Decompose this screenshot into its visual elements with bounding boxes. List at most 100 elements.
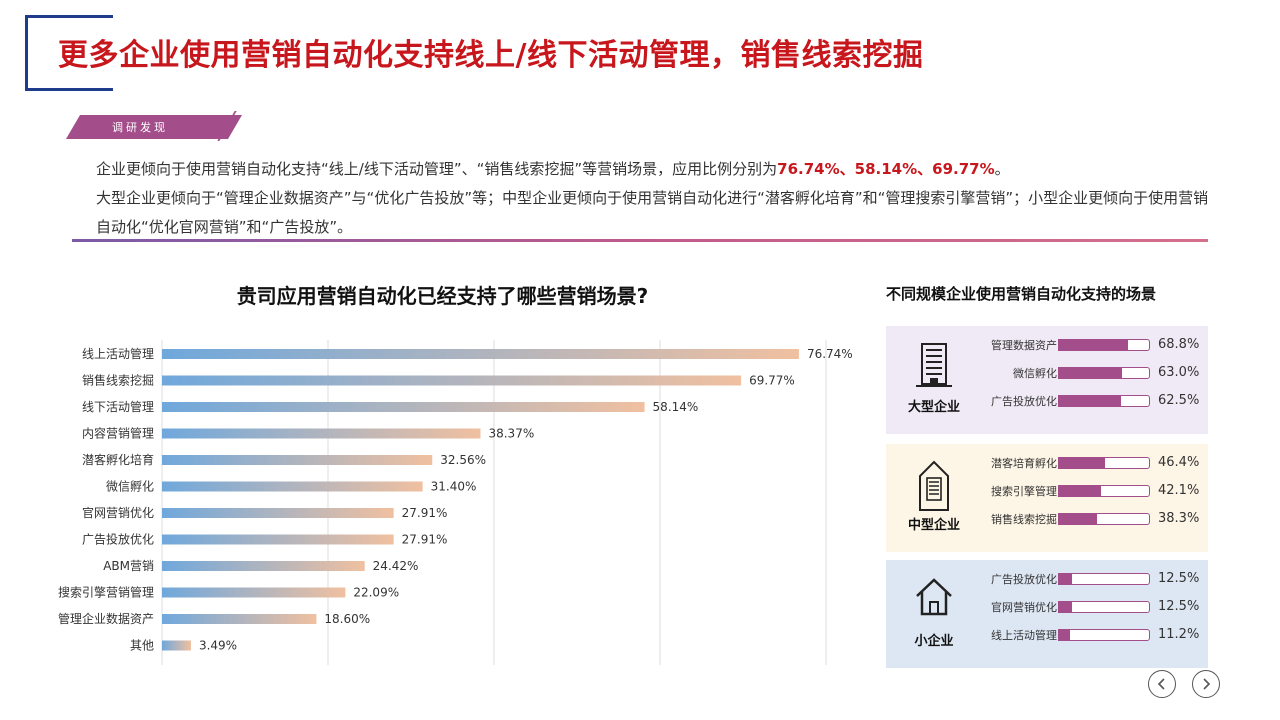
panel-row-track xyxy=(1058,395,1150,407)
category-label: 广告投放优化 xyxy=(82,532,154,547)
finding-pct-1: 76.74% xyxy=(777,160,840,178)
panel-row-label: 销售线索挖掘 xyxy=(991,513,1057,526)
panel-title: 不同规模企业使用营销自动化支持的场景 xyxy=(886,285,1157,303)
chevron-right-icon xyxy=(1203,678,1211,690)
data-label: 38.37% xyxy=(488,427,534,441)
panel-row-value: 63.0% xyxy=(1158,365,1200,380)
panel-row-value: 42.1% xyxy=(1158,483,1200,498)
page-title: 更多企业使用营销自动化支持线上/线下活动管理，销售线索挖掘 xyxy=(58,38,924,73)
finding-1-end: 。 xyxy=(994,160,1010,178)
panel-row-bar xyxy=(1059,340,1128,350)
panel-group-label: 大型企业 xyxy=(907,400,960,415)
panel-row: 官网营销优化 12.5% xyxy=(982,598,1202,616)
data-label: 76.74% xyxy=(807,347,853,361)
data-label: 24.42% xyxy=(373,559,419,573)
category-label: 销售线索挖掘 xyxy=(82,373,154,388)
tag-background xyxy=(66,115,242,139)
panel-row-bar xyxy=(1059,486,1102,496)
data-label: 27.91% xyxy=(402,506,448,520)
panel-row-label: 潜客培育孵化 xyxy=(991,457,1057,470)
panel-row: 潜客培育孵化 46.4% xyxy=(982,454,1202,472)
data-label: 18.60% xyxy=(324,612,370,626)
data-label: 69.77% xyxy=(749,374,795,388)
category-label: 潜客孵化培育 xyxy=(82,452,154,467)
panel-row-label: 微信孵化 xyxy=(1013,367,1057,380)
chart-title: 贵司应用营销自动化已经支持了哪些营销场景? xyxy=(236,284,649,308)
panel-row: 广告投放优化 62.5% xyxy=(982,392,1202,410)
bar xyxy=(162,455,433,465)
panel-group-label: 中型企业 xyxy=(907,518,960,533)
panel-row-track xyxy=(1058,367,1150,379)
data-label: 31.40% xyxy=(431,480,477,494)
bar xyxy=(162,587,346,598)
panel-row-bar xyxy=(1059,514,1098,524)
panel-row-bar xyxy=(1059,458,1106,468)
scenario-bar-chart: 线上活动管理 76.74% 销售线索挖掘 69.77% 线下活动管理 58.14% 内容营销… xyxy=(58,340,853,665)
finding-sep-1: 、 xyxy=(839,160,855,178)
panel-row-track xyxy=(1058,485,1150,497)
bar xyxy=(162,640,191,651)
panel-row-bar xyxy=(1059,630,1071,640)
category-label: 微信孵化 xyxy=(106,480,154,494)
panel-row-value: 12.5% xyxy=(1158,599,1200,614)
panel-row-label: 官网营销优化 xyxy=(991,601,1057,614)
panel-row-track xyxy=(1058,339,1150,351)
data-label: 32.56% xyxy=(440,453,486,467)
finding-pct-2: 58.14% xyxy=(854,160,918,178)
panel-building: 大型企业 管理数据资产 68.8% 微信孵化 63.0% 广告投放优化 62.5% xyxy=(886,326,1208,434)
bar xyxy=(162,402,645,412)
panel-row-bar xyxy=(1059,602,1072,612)
house-icon xyxy=(914,576,954,622)
bar xyxy=(162,561,365,571)
panel-row-label: 管理数据资产 xyxy=(991,339,1057,352)
panel-row-track xyxy=(1058,601,1150,613)
finding-line-2: 大型企业更倾向于“管理企业数据资产”与“优化广告投放”等；中型企业更倾向于使用营… xyxy=(96,189,1209,236)
bar xyxy=(162,534,394,545)
category-label: 线下活动管理 xyxy=(82,399,154,414)
bar xyxy=(162,508,394,518)
tag-label: 调研发现 xyxy=(112,121,168,134)
bar xyxy=(162,375,742,386)
panel-row-value: 68.8% xyxy=(1158,337,1200,352)
finding-sep-2: 、 xyxy=(917,160,933,178)
bar xyxy=(162,481,423,492)
finding-pct-3: 69.77% xyxy=(932,160,995,178)
category-label: 其他 xyxy=(130,639,154,653)
next-page-button[interactable] xyxy=(1192,670,1220,698)
panel-row-track xyxy=(1058,457,1150,469)
panel-row-label: 线上活动管理 xyxy=(991,629,1057,642)
panel-row-track xyxy=(1058,513,1150,525)
panel-row-value: 46.4% xyxy=(1158,455,1200,470)
panel-row-value: 11.2% xyxy=(1158,627,1200,642)
panel-row-value: 38.3% xyxy=(1158,511,1200,526)
panel-row: 微信孵化 63.0% xyxy=(982,364,1202,382)
bar xyxy=(162,428,481,439)
category-label: 搜索引擎营销管理 xyxy=(58,585,154,600)
data-label: 22.09% xyxy=(353,586,399,600)
finding-1-text: 企业更倾向于使用营销自动化支持“线上/线下活动管理”、“销售线索挖掘”等营销场景… xyxy=(96,160,778,178)
panel-row: 管理数据资产 68.8% xyxy=(982,336,1202,354)
data-label: 58.14% xyxy=(653,400,699,414)
category-label: 内容营销管理 xyxy=(82,426,154,441)
panel-row-label: 广告投放优化 xyxy=(991,573,1057,586)
panel-row: 搜索引擎管理 42.1% xyxy=(982,482,1202,500)
panel-row-label: 广告投放优化 xyxy=(991,395,1057,408)
panel-row-bar xyxy=(1059,574,1072,584)
panel-house: 小企业 广告投放优化 12.5% 官网营销优化 12.5% 线上活动管理 11.2% xyxy=(886,560,1208,668)
category-label: 线上活动管理 xyxy=(82,346,154,361)
chevron-left-icon xyxy=(1157,678,1165,690)
panel-row: 广告投放优化 12.5% xyxy=(982,570,1202,588)
tower-icon xyxy=(914,460,954,511)
panel-row-track xyxy=(1058,629,1150,641)
section-divider xyxy=(72,239,1208,242)
panel-row-label: 搜索引擎管理 xyxy=(991,485,1057,498)
category-label: 管理企业数据资产 xyxy=(58,611,154,626)
panel-row-bar xyxy=(1059,368,1122,378)
data-label: 3.49% xyxy=(199,639,237,653)
category-label: 官网营销优化 xyxy=(82,505,154,520)
panel-row: 线上活动管理 11.2% xyxy=(982,626,1202,644)
panel-row-value: 62.5% xyxy=(1158,393,1200,408)
findings-text: 企业更倾向于使用营销自动化支持“线上/线下活动管理”、“销售线索挖掘”等营销场景… xyxy=(96,155,1210,242)
prev-page-button[interactable] xyxy=(1148,670,1176,698)
panel-group-label: 小企业 xyxy=(914,634,954,649)
